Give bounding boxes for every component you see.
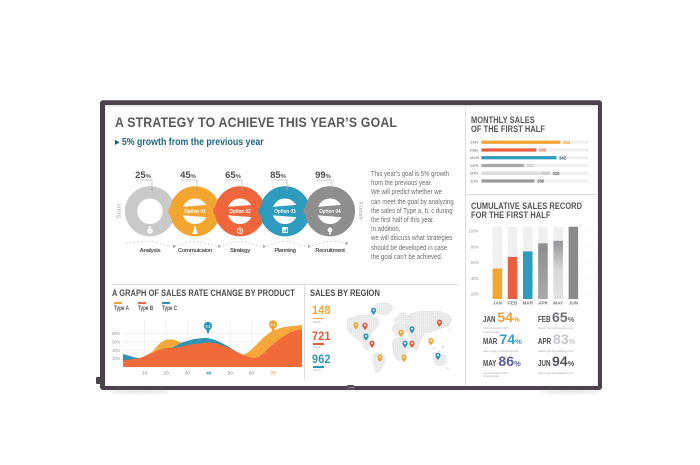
svg-text:4.1: 4.1 xyxy=(270,323,275,327)
svg-text:JUN: JUN xyxy=(568,301,578,306)
svg-text:354: 354 xyxy=(563,140,571,145)
svg-text:85%: 85% xyxy=(270,170,286,181)
svg-text:20%: 20% xyxy=(470,292,479,297)
svg-text:Finish: Finish xyxy=(357,202,363,220)
svg-text:99%: 99% xyxy=(315,170,331,181)
svg-text:310: 310 xyxy=(552,171,560,176)
svg-text:JUN: JUN xyxy=(470,178,478,183)
svg-text:Start: Start xyxy=(116,204,122,219)
svg-text:45%: 45% xyxy=(180,170,196,181)
svg-text:60: 60 xyxy=(248,371,254,377)
svg-text:100%: 100% xyxy=(468,229,479,234)
svg-text:80%: 80% xyxy=(470,244,479,249)
svg-text:3.2: 3.2 xyxy=(205,325,210,329)
svg-text:JAN: JAN xyxy=(492,301,502,306)
svg-text:Planning: Planning xyxy=(274,248,296,254)
svg-text:FEB: FEB xyxy=(470,147,478,152)
svg-text:20%: 20% xyxy=(112,356,120,361)
svg-text:Option 01: Option 01 xyxy=(184,209,206,215)
svg-text:MAY: MAY xyxy=(553,301,563,306)
svg-text:Option 02: Option 02 xyxy=(229,209,251,215)
svg-text:50: 50 xyxy=(227,371,233,377)
svg-text:342: 342 xyxy=(559,155,567,160)
svg-text:299: 299 xyxy=(539,148,547,153)
svg-text:APR: APR xyxy=(470,163,479,168)
svg-text:Strategy: Strategy xyxy=(230,248,251,254)
svg-text:65%: 65% xyxy=(225,170,241,181)
svg-text:80%: 80% xyxy=(112,331,120,336)
svg-text:20: 20 xyxy=(163,371,169,377)
svg-text:MAY: MAY xyxy=(470,171,479,176)
svg-text:70: 70 xyxy=(270,371,276,377)
svg-text:60%: 60% xyxy=(470,260,479,265)
svg-text:Analysis: Analysis xyxy=(139,248,160,254)
svg-text:40%: 40% xyxy=(470,276,479,281)
svg-text:Recruitment: Recruitment xyxy=(315,248,345,254)
svg-text:10: 10 xyxy=(141,371,147,377)
svg-text:APR: APR xyxy=(538,301,548,306)
svg-text:FEB: FEB xyxy=(508,301,518,306)
svg-text:MAR: MAR xyxy=(470,155,479,160)
svg-text:Commuicaion: Commuicaion xyxy=(178,248,213,254)
svg-text:40%: 40% xyxy=(112,348,120,353)
svg-text:JAN: JAN xyxy=(470,140,478,145)
svg-text:Option 04: Option 04 xyxy=(319,209,341,215)
svg-text:286: 286 xyxy=(537,179,545,184)
svg-text:242: 242 xyxy=(526,163,534,168)
svg-text:Option 03: Option 03 xyxy=(274,209,296,215)
svg-text:25%: 25% xyxy=(135,170,151,181)
svg-text:MAR: MAR xyxy=(522,301,533,306)
svg-text:60%: 60% xyxy=(112,339,120,344)
svg-text:40: 40 xyxy=(206,371,212,377)
svg-text:30: 30 xyxy=(184,371,190,377)
